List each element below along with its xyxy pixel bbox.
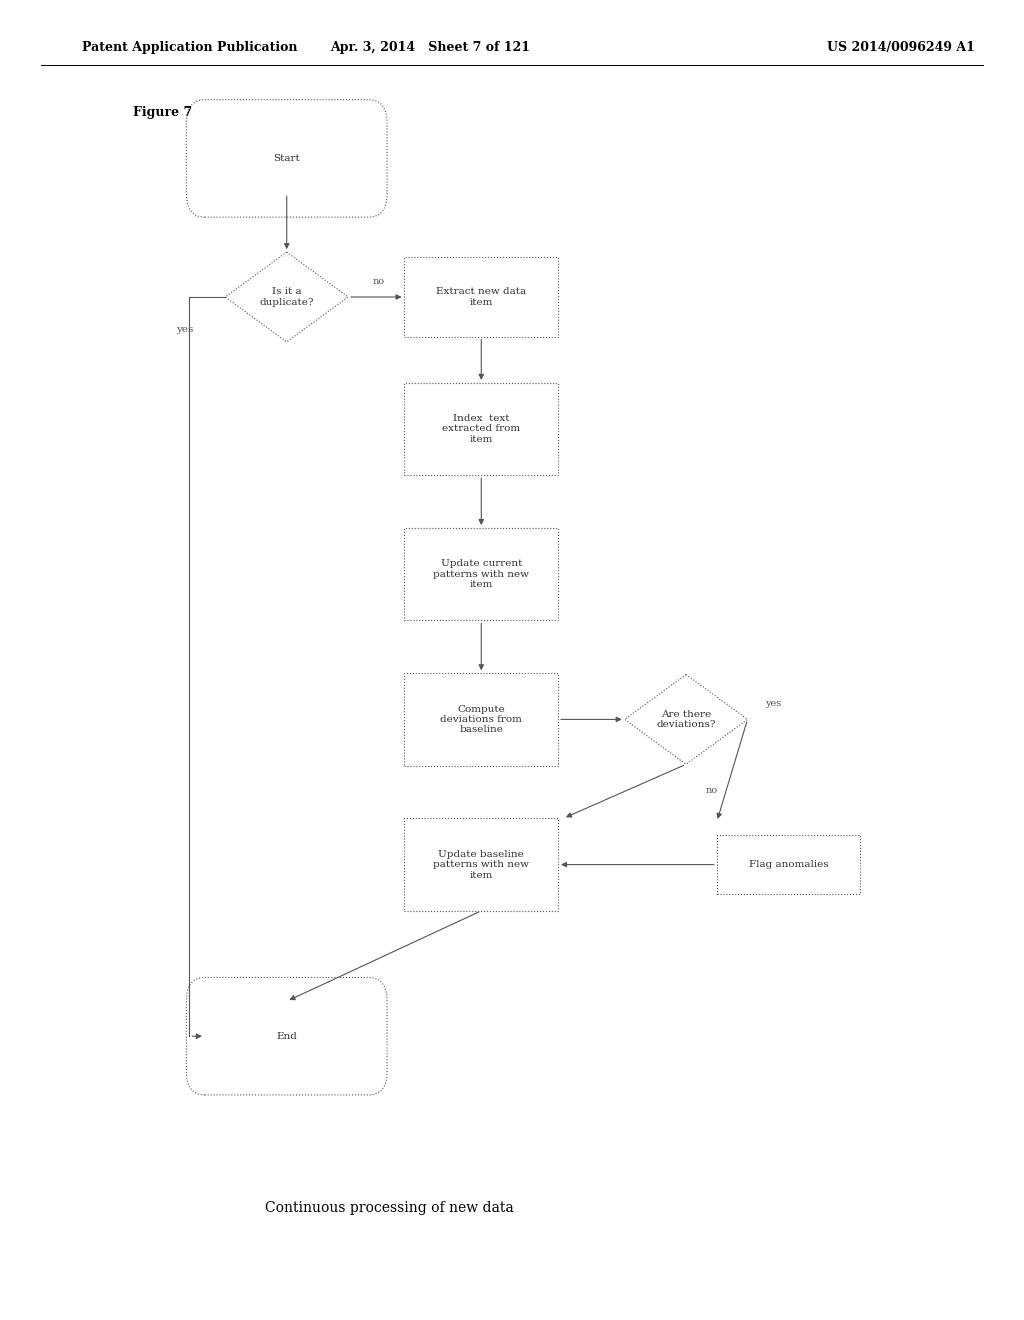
Text: yes: yes (765, 700, 781, 708)
Text: Index  text
extracted from
item: Index text extracted from item (442, 414, 520, 444)
Text: no: no (373, 277, 385, 285)
Text: Compute
deviations from
baseline: Compute deviations from baseline (440, 705, 522, 734)
Text: no: no (706, 787, 718, 795)
FancyBboxPatch shape (404, 383, 558, 475)
Text: Continuous processing of new data: Continuous processing of new data (265, 1201, 513, 1214)
FancyBboxPatch shape (404, 818, 558, 911)
Text: Is it a
duplicate?: Is it a duplicate? (259, 288, 314, 306)
Polygon shape (625, 675, 748, 764)
Text: Update current
patterns with new
item: Update current patterns with new item (433, 560, 529, 589)
FancyBboxPatch shape (717, 836, 860, 895)
Text: Start: Start (273, 154, 300, 162)
Text: Extract new data
item: Extract new data item (436, 288, 526, 306)
Text: Flag anomalies: Flag anomalies (749, 861, 828, 869)
FancyBboxPatch shape (404, 673, 558, 766)
Text: Apr. 3, 2014   Sheet 7 of 121: Apr. 3, 2014 Sheet 7 of 121 (330, 41, 530, 54)
Text: Figure 7: Figure 7 (133, 106, 193, 119)
FancyBboxPatch shape (186, 100, 387, 216)
FancyBboxPatch shape (404, 528, 558, 620)
Text: End: End (276, 1032, 297, 1040)
Text: Patent Application Publication: Patent Application Publication (82, 41, 297, 54)
Text: Update baseline
patterns with new
item: Update baseline patterns with new item (433, 850, 529, 879)
Polygon shape (225, 252, 348, 342)
FancyBboxPatch shape (186, 977, 387, 1096)
FancyBboxPatch shape (404, 257, 558, 337)
Text: US 2014/0096249 A1: US 2014/0096249 A1 (827, 41, 975, 54)
Text: yes: yes (176, 326, 193, 334)
Text: Are there
deviations?: Are there deviations? (656, 710, 716, 729)
